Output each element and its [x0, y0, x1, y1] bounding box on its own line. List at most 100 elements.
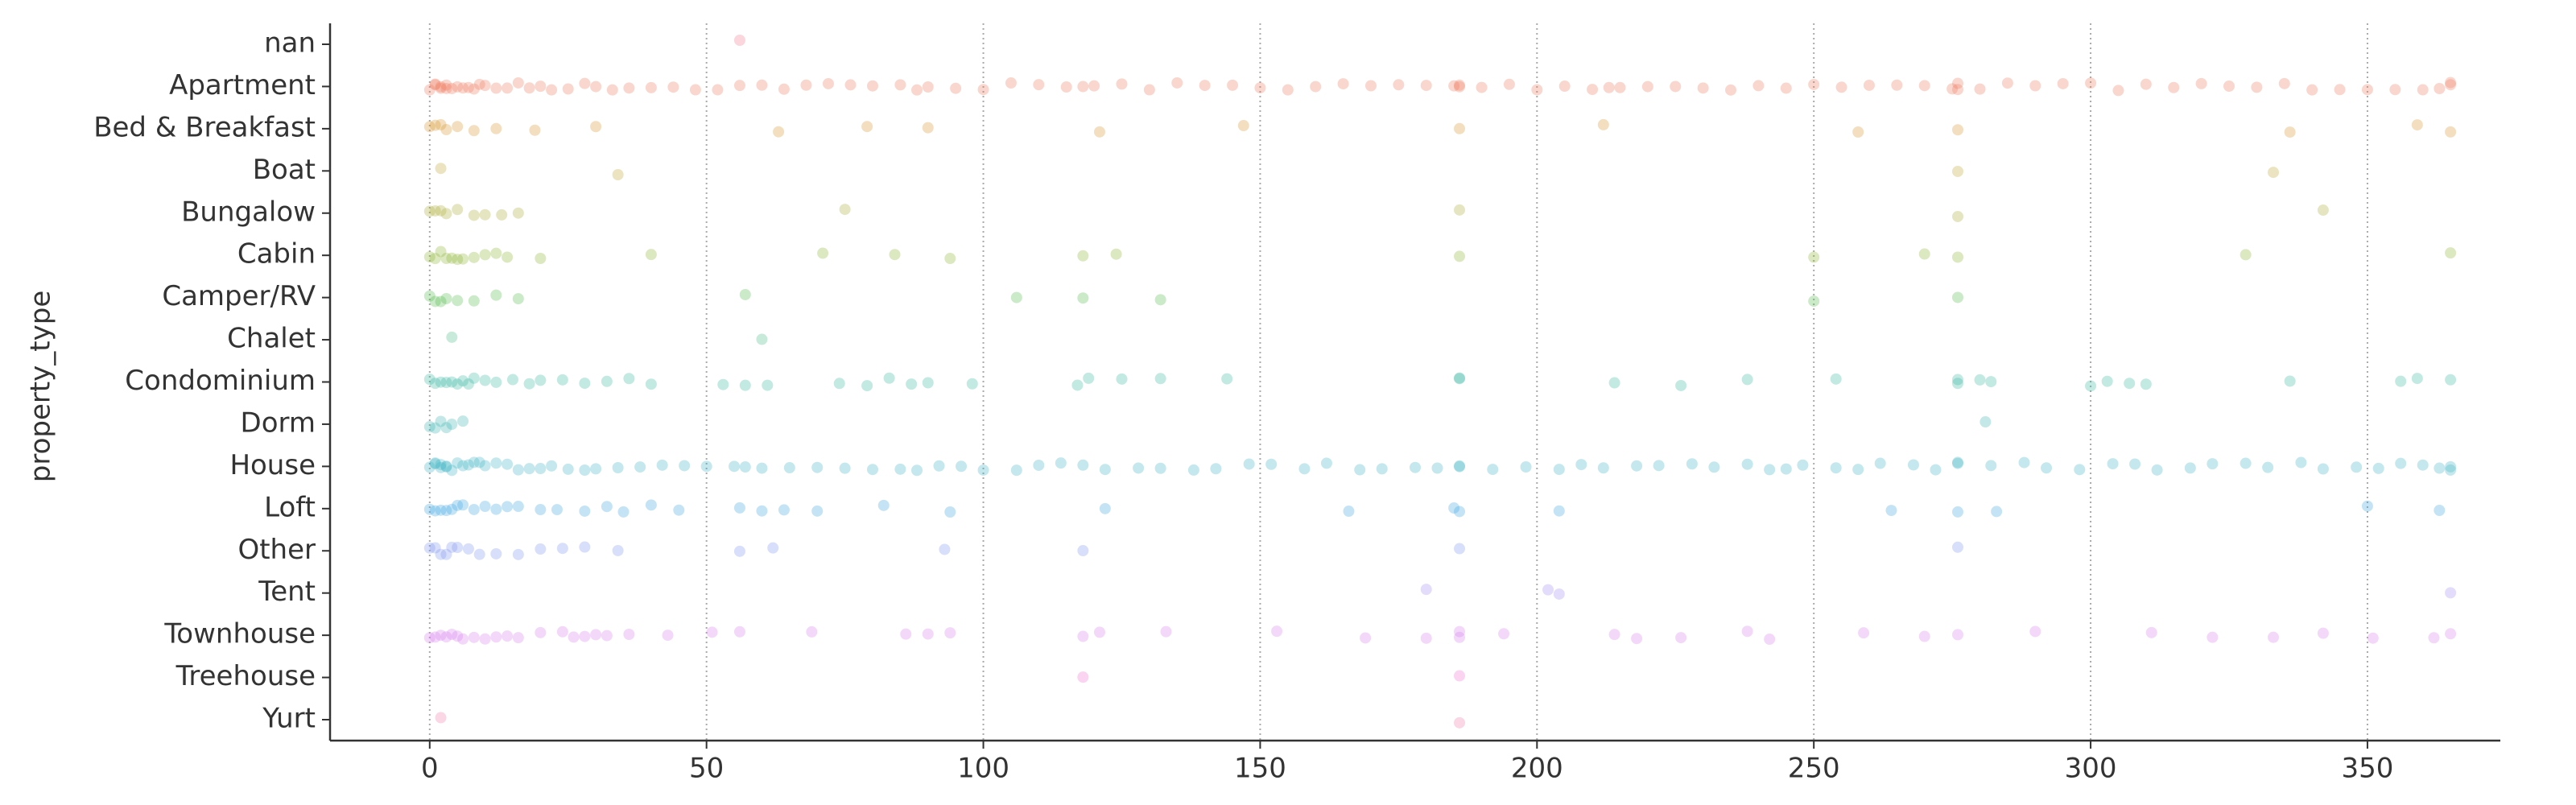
point: [2317, 627, 2329, 639]
point: [733, 502, 745, 514]
point: [1952, 457, 1963, 469]
point: [429, 422, 441, 434]
point: [1764, 634, 1776, 646]
point: [506, 374, 518, 386]
point: [468, 209, 480, 221]
point: [900, 628, 912, 640]
point: [2395, 457, 2407, 469]
point: [1199, 80, 1211, 92]
point: [429, 119, 441, 131]
y-tick-label: Bungalow: [181, 196, 316, 228]
point: [889, 249, 901, 261]
point: [2295, 456, 2307, 469]
point: [1310, 80, 1322, 93]
point: [623, 628, 635, 640]
point: [1752, 80, 1765, 92]
point: [440, 79, 452, 91]
point: [1282, 84, 1294, 96]
point: [1454, 506, 1466, 518]
point: [2417, 84, 2429, 96]
point: [462, 378, 474, 390]
point: [2240, 457, 2252, 469]
point: [1952, 629, 1963, 641]
point: [2029, 80, 2041, 92]
point: [579, 77, 591, 89]
point: [1741, 374, 1753, 386]
point: [535, 80, 547, 93]
point: [2445, 76, 2457, 89]
point: [729, 460, 741, 473]
point: [733, 545, 745, 557]
point: [2107, 458, 2119, 470]
point: [2445, 628, 2457, 640]
point: [490, 247, 502, 259]
y-tick-label: Boat: [253, 154, 316, 186]
point: [1154, 462, 1166, 474]
x-tick-label: 100: [957, 753, 1009, 785]
point: [2367, 632, 2379, 644]
point: [1454, 80, 1466, 93]
point: [468, 372, 480, 384]
point: [468, 251, 480, 263]
point: [535, 504, 547, 516]
point: [1808, 295, 1820, 308]
point: [2207, 631, 2219, 643]
point: [423, 542, 436, 554]
point: [512, 548, 524, 560]
point: [468, 295, 480, 307]
point: [2124, 378, 2136, 390]
y-tick-label: nan: [264, 27, 316, 60]
point: [2112, 85, 2124, 97]
point: [446, 629, 458, 641]
point: [435, 295, 447, 308]
point: [2434, 462, 2446, 474]
point: [1708, 461, 1720, 473]
point: [700, 460, 712, 473]
y-tick-label: Dorm: [241, 407, 316, 439]
point: [1454, 204, 1466, 216]
point: [1985, 376, 1997, 388]
point: [1697, 82, 1709, 94]
point: [429, 631, 441, 643]
point: [894, 463, 906, 475]
point: [1952, 77, 1963, 89]
point: [502, 630, 514, 642]
point: [429, 295, 441, 308]
point: [944, 253, 956, 265]
point: [1907, 459, 1919, 471]
point: [2445, 79, 2457, 91]
point: [1010, 291, 1022, 303]
point: [440, 460, 452, 473]
point: [490, 631, 502, 643]
point: [922, 122, 934, 134]
point: [922, 628, 934, 640]
point: [1503, 78, 1515, 90]
point: [911, 84, 923, 96]
point: [1431, 462, 1443, 474]
point: [1055, 457, 1067, 469]
point: [1952, 378, 1963, 390]
point: [2445, 587, 2457, 599]
point: [1808, 78, 1820, 90]
point: [1077, 459, 1089, 471]
point: [756, 333, 768, 345]
point: [2085, 380, 2097, 392]
point: [1171, 76, 1183, 89]
point: [490, 503, 502, 515]
point: [440, 460, 452, 473]
y-tick-label: Camper/RV: [162, 280, 316, 312]
y-tick-label: Townhouse: [163, 618, 316, 650]
point: [1835, 81, 1847, 93]
point: [435, 712, 447, 724]
point: [1420, 80, 1432, 92]
point: [1154, 294, 1166, 306]
point: [512, 501, 524, 513]
point: [679, 460, 691, 472]
point: [2445, 126, 2457, 138]
point: [2411, 119, 2423, 131]
point: [1364, 80, 1377, 92]
point: [2372, 462, 2384, 474]
point: [429, 78, 441, 90]
point: [512, 293, 524, 305]
point: [435, 118, 447, 130]
